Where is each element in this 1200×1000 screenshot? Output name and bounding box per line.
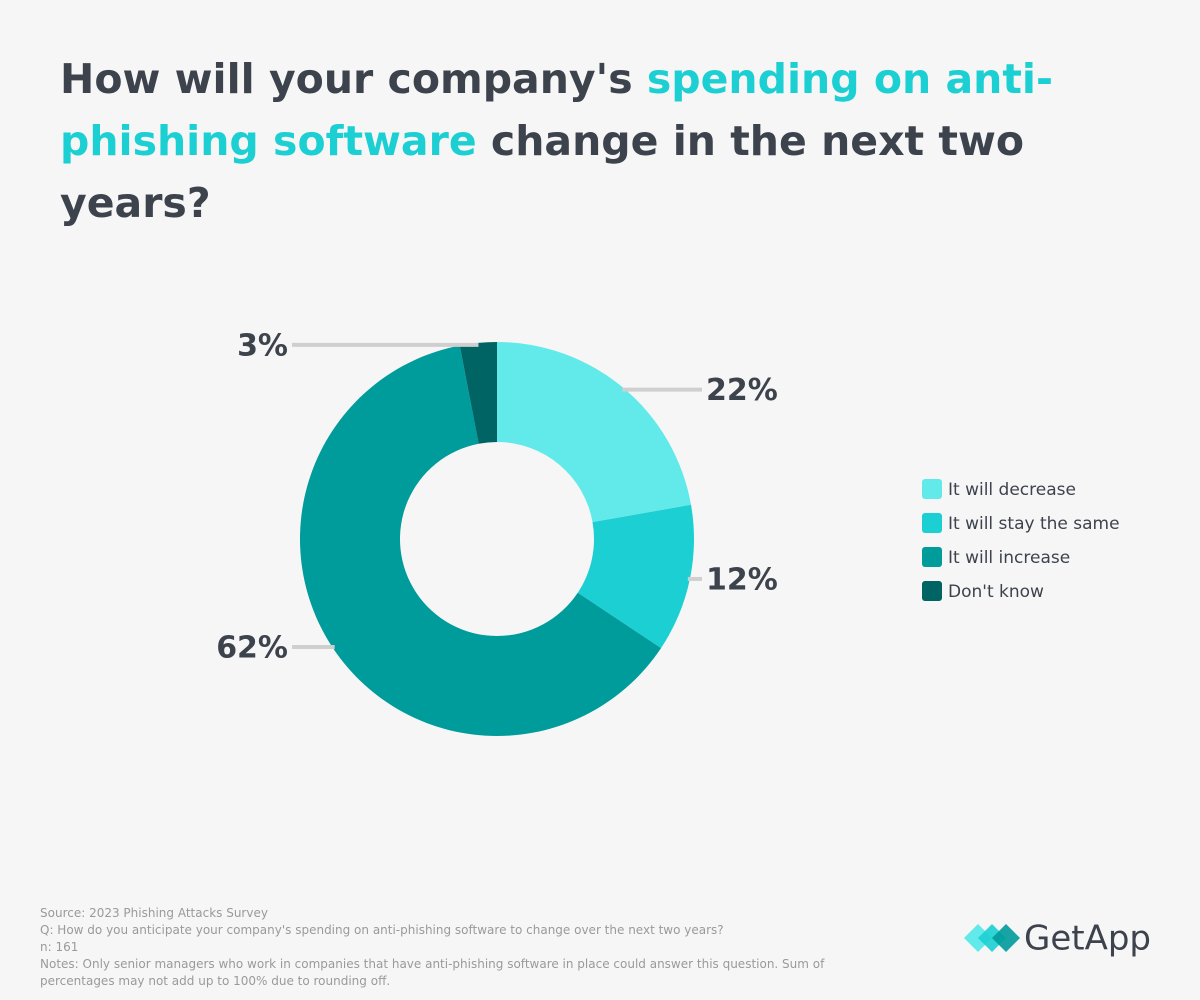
logo-icon (964, 924, 1020, 952)
data-label: 22% (706, 373, 778, 408)
legend-swatch (922, 513, 942, 533)
title-part: How will your company's (60, 55, 647, 103)
source: Source: 2023 Phishing Attacks Survey (40, 906, 268, 920)
legend-swatch (922, 547, 942, 567)
footer: Source: 2023 Phishing Attacks Survey Q: … (40, 905, 880, 990)
title-part: spending on anti-phishing software (60, 55, 1053, 165)
sample-size: n: 161 (40, 940, 79, 954)
logo: GetApp (1024, 919, 1151, 959)
title-part: change in the next two years? (60, 117, 1025, 227)
legend-swatch (922, 581, 942, 601)
legend-label: It will stay the same (948, 514, 1120, 534)
donut-slice (299, 345, 662, 736)
legend-label: It will decrease (948, 480, 1076, 500)
donut-slice (459, 342, 497, 444)
notes: Notes: Only senior managers who work in … (40, 957, 825, 988)
legend-label: It will increase (948, 548, 1070, 568)
question: Q: How do you anticipate your company's … (40, 923, 724, 937)
data-label: 3% (237, 328, 288, 363)
legend-label: Don't know (948, 582, 1044, 602)
chart-title: How will your company's spending on anti… (60, 48, 1140, 234)
data-label: 12% (706, 562, 778, 597)
legend-swatch (922, 479, 942, 499)
donut-slice (497, 342, 692, 523)
data-label: 62% (216, 631, 288, 666)
donut-slice (577, 504, 694, 649)
